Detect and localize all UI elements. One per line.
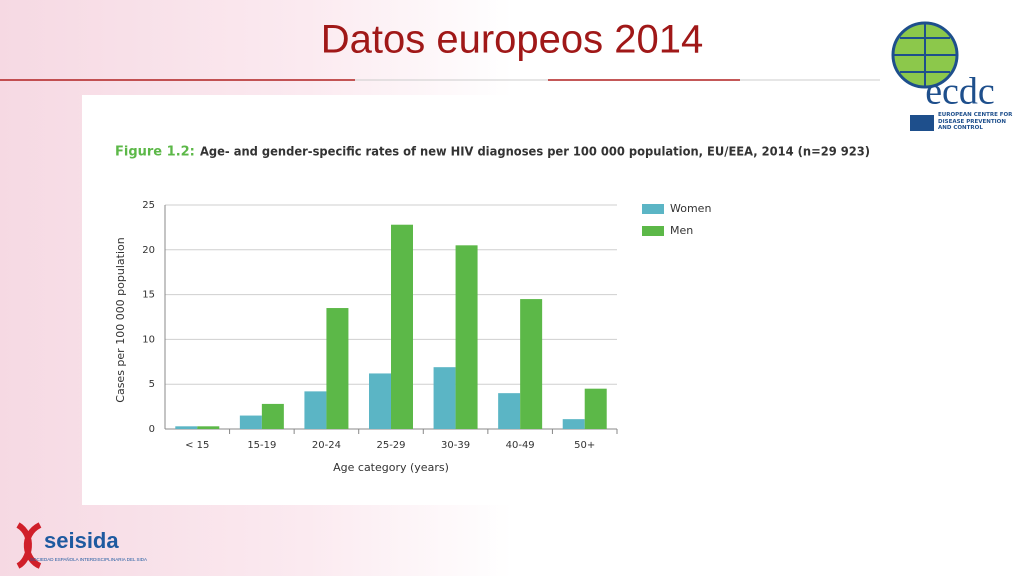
- logo-globe-lines: [893, 23, 957, 87]
- logo-name: seisida: [44, 528, 119, 553]
- bar: [369, 373, 391, 429]
- bar: [562, 419, 585, 429]
- legend-label: Women: [670, 202, 711, 215]
- eu-flag: [910, 115, 934, 131]
- logo-subtitle: EUROPEAN CENTRE FOR DISEASE PREVENTION A…: [938, 112, 1013, 131]
- bar: [584, 388, 607, 429]
- bar: [498, 393, 521, 429]
- bar: [433, 367, 456, 429]
- chart-title: Age- and gender-specific rates of new HI…: [200, 144, 870, 159]
- chart-panel: [82, 95, 882, 505]
- bar: [239, 415, 262, 429]
- x-tick-label: < 15: [185, 440, 209, 451]
- legend-swatch: [642, 204, 664, 214]
- bar: [326, 308, 349, 429]
- bar: [175, 426, 198, 429]
- bar: [304, 391, 327, 429]
- bar: [197, 426, 220, 429]
- x-tick-label: 50+: [574, 440, 595, 451]
- figure-label: Figure 1.2:: [115, 145, 195, 160]
- legend-swatch: [642, 226, 664, 236]
- x-tick-label: 30-39: [441, 440, 470, 451]
- logo-name: ecdc: [925, 71, 995, 113]
- bar: [520, 299, 543, 429]
- y-tick-label: 20: [142, 245, 155, 256]
- y-axis-label: Cases per 100 000 population: [114, 237, 127, 402]
- bar: [391, 224, 413, 429]
- x-tick-label: 40-49: [506, 440, 535, 451]
- logo-subtitle-box: EUROPEAN CENTRE FOR DISEASE PREVENTION A…: [938, 112, 1013, 131]
- legend-label: Men: [670, 224, 693, 237]
- y-tick-label: 10: [142, 334, 155, 345]
- ribbon: [16, 522, 42, 569]
- bar: [261, 403, 284, 429]
- x-tick-label: 15-19: [247, 440, 276, 451]
- x-tick-label: 25-29: [376, 440, 405, 451]
- y-tick-label: 15: [142, 290, 155, 301]
- logo-subtitle: SOCIEDAD ESPAÑOLA INTERDISCIPLINARIA DEL…: [30, 556, 147, 562]
- x-axis-label: Age category (years): [333, 461, 449, 474]
- bar: [455, 245, 478, 429]
- y-tick-label: 0: [149, 424, 155, 435]
- x-tick-label: 20-24: [312, 440, 341, 451]
- y-tick-label: 5: [149, 379, 155, 390]
- slide-title: Datos europeos 2014: [321, 18, 704, 62]
- y-tick-label: 25: [142, 200, 155, 211]
